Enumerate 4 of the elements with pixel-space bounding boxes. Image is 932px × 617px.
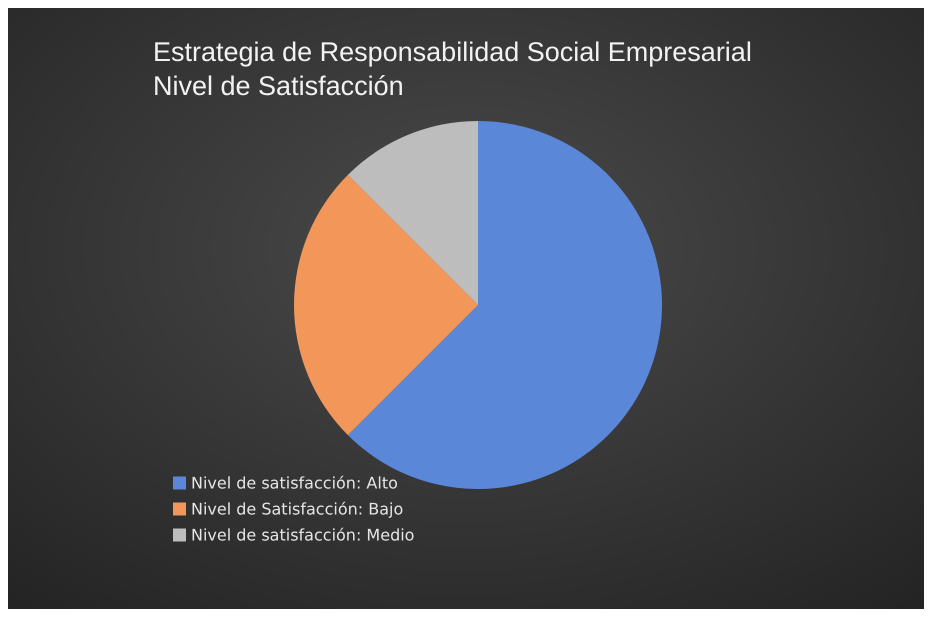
legend-label: Nivel de satisfacción: Alto — [191, 474, 398, 492]
legend-label: Nivel de Satisfacción: Bajo — [191, 500, 404, 518]
legend-label: Nivel de satisfacción: Medio — [191, 526, 414, 544]
chart-title: Estrategia de Responsabilidad Social Empresarial Nivel de Satisfacción — [153, 37, 752, 101]
